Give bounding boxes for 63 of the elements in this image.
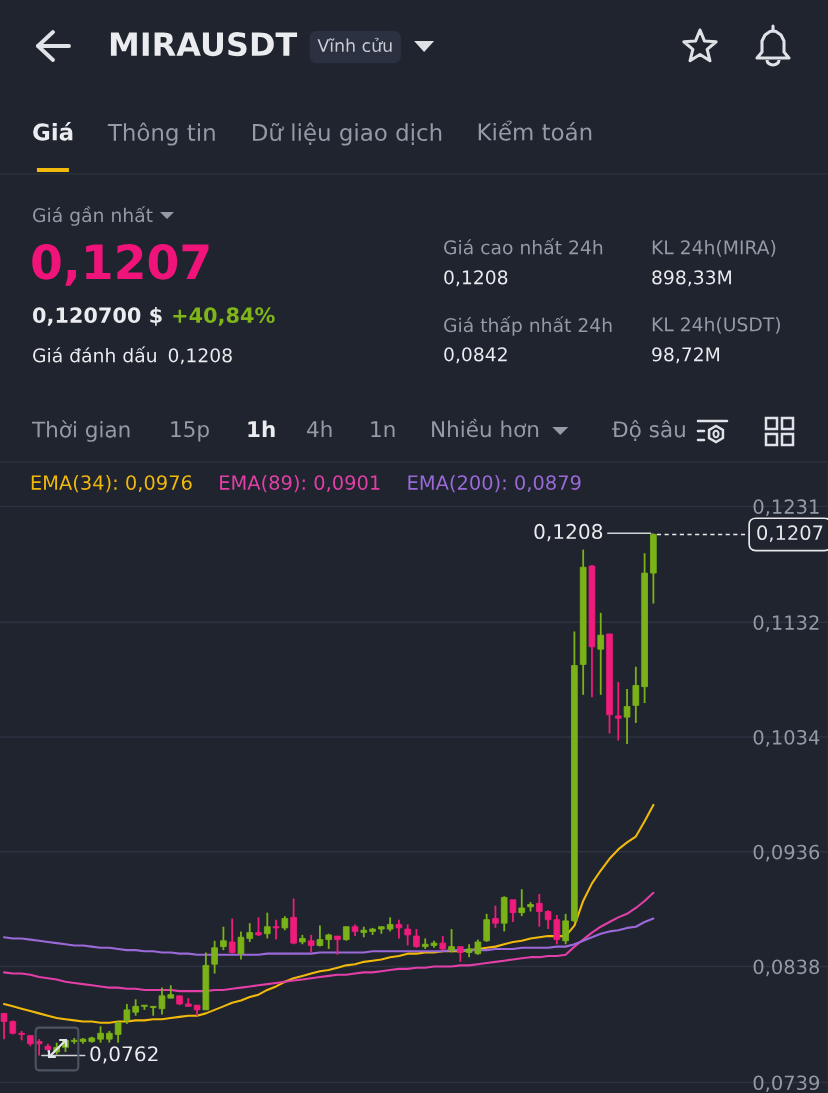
candlestick (123, 1003, 131, 1025)
text: Kiểm toán (478, 120, 592, 141)
text: 0,0842 (444, 347, 507, 364)
text: 1n (371, 421, 395, 437)
candlestick (632, 665, 640, 724)
text: 0,1208 (444, 270, 508, 287)
y-tick-label: 0,0936 (753, 844, 820, 862)
candlestick (211, 939, 218, 975)
y-tick-label: 0,0739 (753, 1075, 819, 1093)
text: Giá (33, 121, 73, 141)
candlestick (492, 904, 499, 929)
text: 4h (307, 420, 332, 437)
candlestick (263, 911, 271, 940)
candlestick (35, 1038, 43, 1057)
candlestick (395, 918, 403, 940)
candlestick (614, 681, 622, 742)
annotation: 0,0762 (90, 1046, 158, 1064)
line-series (3, 891, 655, 993)
text: 98,72M (652, 347, 720, 364)
y-tick-label: 0,1231 (753, 499, 819, 516)
candlestick (334, 935, 341, 956)
y-tick-label: 0,0838 (753, 959, 820, 977)
candlestick (509, 898, 517, 923)
text: 15p (171, 421, 209, 442)
text: 0,120700 $ (33, 306, 162, 326)
text: KL 24h(MIRA) (652, 239, 776, 257)
text: Giá gần nhất (33, 206, 153, 226)
text: Thông tin (107, 122, 215, 146)
text: Độ sâu (612, 419, 685, 442)
text: Thời gian (31, 420, 130, 442)
candlestick (597, 611, 605, 696)
text: KL 24h(USDT) (652, 316, 780, 334)
y-tick-label: 0,1132 (753, 615, 819, 632)
text: EMA(200): 0,0879 (408, 474, 581, 493)
text: 0,1207 (32, 243, 209, 286)
text: 898,33M (652, 270, 731, 287)
candlestick (413, 928, 420, 949)
text: Dữ liệu giao dịch (253, 122, 442, 146)
ref-line-label: 0,1207 (757, 525, 823, 543)
candlestick (623, 688, 631, 745)
candlestick (220, 925, 227, 952)
y-tick-label: 0,1034 (753, 729, 820, 747)
candlestick (535, 893, 543, 928)
text: Giá cao nhất 24h (444, 238, 603, 255)
text: Giá thấp nhất 24h (444, 316, 612, 336)
annotation: 0,1208 (534, 523, 603, 542)
text: EMA(34): 0,0976 (31, 474, 192, 493)
candlestick (518, 888, 526, 918)
text: +40,84% (173, 307, 275, 326)
text: Nhiều hơn (432, 418, 539, 438)
text: 1h (248, 420, 275, 437)
candlestick (272, 918, 280, 941)
candlestick (228, 917, 236, 955)
chart-subtitle: Vĩnh cửu (317, 37, 392, 53)
chart-title: MIRAUSDT (110, 32, 298, 57)
text: 0,1208 (168, 348, 232, 365)
candlestick (316, 924, 324, 948)
text: Giá đánh dấu (33, 346, 156, 363)
candlestick (483, 912, 490, 943)
candlestick (448, 928, 455, 954)
candlestick (562, 912, 569, 946)
candlestick (404, 923, 411, 947)
text: EMA(89): 0,0901 (220, 474, 380, 493)
